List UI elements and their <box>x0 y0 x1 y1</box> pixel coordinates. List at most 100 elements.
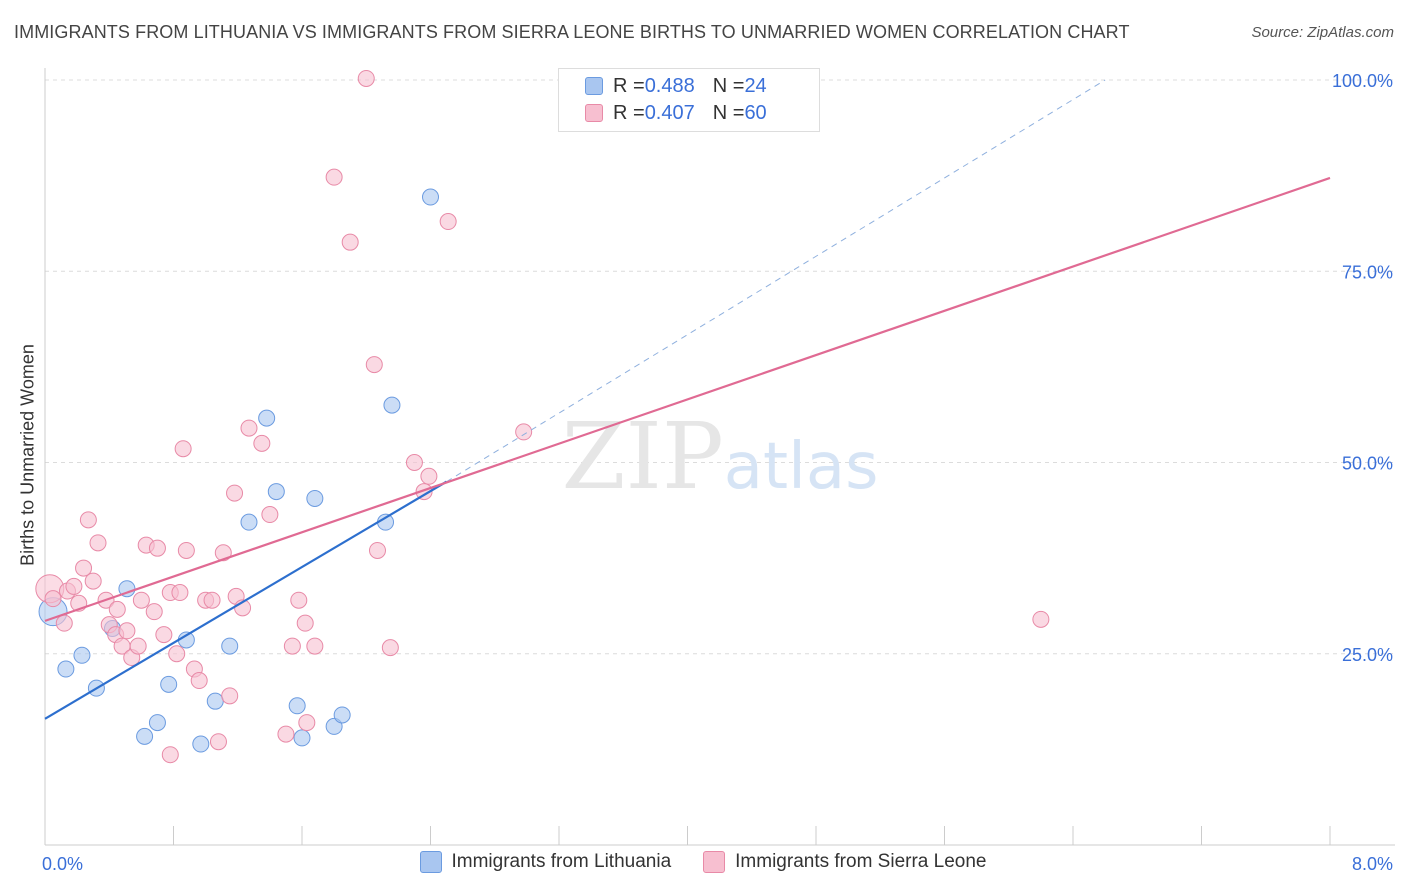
scatter-point <box>439 213 457 231</box>
scatter-point <box>136 727 154 745</box>
scatter-point <box>168 645 186 663</box>
legend-n-value: 24 <box>744 74 767 97</box>
grid-lines <box>45 79 1395 655</box>
scatter-point <box>129 637 147 655</box>
series-legend-label-sierra-leone: Immigrants from Sierra Leone <box>735 851 987 872</box>
scatter-point <box>108 600 126 618</box>
stats-legend-row-sierra-leone: R = 0.407 N = 60 <box>585 100 767 126</box>
scatter-point <box>261 506 279 524</box>
trend-line-lithuania-extension <box>446 79 1106 483</box>
scatter-point <box>415 483 433 501</box>
scatter-point <box>383 396 401 414</box>
scatter-point <box>177 541 195 559</box>
chart-source: Source: ZipAtlas.com <box>1251 24 1394 41</box>
scatter-point <box>84 572 102 590</box>
scatter-point <box>155 626 173 644</box>
scatter-point <box>290 591 308 609</box>
x-tick-label: 8.0% <box>1352 854 1393 874</box>
scatter-point <box>161 746 179 764</box>
scatter-point <box>73 646 91 664</box>
watermark-zip: ZIP <box>562 403 724 510</box>
axes <box>44 68 1395 846</box>
scatter-point <box>325 168 343 186</box>
y-tick-label: 100.0% <box>1332 71 1393 91</box>
scatter-point <box>221 637 239 655</box>
scatter-point <box>381 639 399 657</box>
scatter-point <box>65 577 83 595</box>
scatter-point <box>190 672 208 690</box>
scatter-point <box>192 735 210 753</box>
scatter-point <box>171 584 189 602</box>
watermark-atlas: atlas <box>724 430 879 504</box>
scatter-point <box>79 511 97 529</box>
scatter-point <box>118 622 136 640</box>
scatter-point <box>75 559 93 577</box>
x-tick-label: 0.0% <box>42 854 83 874</box>
scatter-point <box>283 637 301 655</box>
scatter-point <box>132 591 150 609</box>
legend-r-value: 0.488 <box>644 74 695 97</box>
tick-labels: 25.0% 50.0% 75.0% 100.0% 0.0% 8.0% <box>42 71 1393 874</box>
scatter-point <box>89 534 107 552</box>
legend-r-label: R = <box>613 101 645 124</box>
scatter-point <box>148 714 166 732</box>
scatter-point <box>405 454 423 471</box>
scatter-point <box>288 697 306 715</box>
scatter-point <box>160 675 178 693</box>
series-legend-swatch-sierra-leone <box>703 851 726 873</box>
scatter-point <box>368 541 386 559</box>
scatter-point <box>422 188 439 206</box>
scatter-point <box>145 603 163 621</box>
chart-title: IMMIGRANTS FROM LITHUANIA VS IMMIGRANTS … <box>14 22 1130 42</box>
trend-line-lithuania <box>44 480 448 720</box>
scatter-point <box>341 233 359 251</box>
scatter-point <box>293 729 311 747</box>
series-sierra-leone-points <box>35 69 1050 764</box>
series-legend: Immigrants from Lithuania Immigrants fro… <box>0 851 1406 873</box>
y-tick-label: 50.0% <box>1342 454 1393 474</box>
scatter-point <box>1032 610 1050 628</box>
legend-r-value: 0.407 <box>644 101 695 124</box>
scatter-point <box>203 591 221 609</box>
scatter-point <box>206 692 224 710</box>
trend-lines <box>44 79 1331 720</box>
scatter-point <box>333 706 351 724</box>
scatter-point <box>306 637 324 655</box>
scatter-point <box>267 483 285 501</box>
watermark: ZIPatlas <box>562 403 879 510</box>
scatter-point <box>365 356 383 374</box>
y-tick-label: 25.0% <box>1342 645 1393 665</box>
scatter-point <box>420 467 438 485</box>
y-tick-label: 75.0% <box>1342 262 1393 282</box>
series-lithuania-points <box>38 188 439 753</box>
scatter-point <box>174 440 192 458</box>
y-axis-label: Births to Unmarried Women <box>17 344 38 566</box>
legend-n-value: 60 <box>744 101 767 124</box>
scatter-point <box>209 733 227 751</box>
scatter-point <box>221 687 239 705</box>
legend-swatch-lithuania <box>585 77 603 95</box>
scatter-point <box>214 544 232 562</box>
legend-n-label: N = <box>712 101 745 124</box>
legend-r-label: R = <box>613 74 645 97</box>
scatter-point <box>226 484 244 502</box>
series-legend-label-lithuania: Immigrants from Lithuania <box>451 851 672 872</box>
series-legend-swatch-lithuania <box>419 851 442 873</box>
scatter-point <box>306 489 324 507</box>
scatter-point <box>277 725 295 743</box>
scatter-point <box>57 660 75 678</box>
scatter-point <box>240 513 258 531</box>
trend-line-sierra-leone <box>44 176 1331 622</box>
scatter-point <box>298 714 316 732</box>
stats-legend: R = 0.488 N = 24 R = 0.407 N = 60 <box>558 68 820 132</box>
scatter-point <box>253 434 271 452</box>
stats-legend-row-lithuania: R = 0.488 N = 24 <box>585 73 767 99</box>
scatter-point <box>258 409 276 427</box>
scatter-point <box>44 590 62 608</box>
series-legend-item-sierra-leone[interactable]: Immigrants from Sierra Leone <box>703 851 986 873</box>
scatter-point <box>515 423 533 441</box>
scatter-point <box>148 539 166 557</box>
legend-swatch-sierra-leone <box>585 104 603 122</box>
series-legend-item-lithuania[interactable]: Immigrants from Lithuania <box>419 851 672 873</box>
